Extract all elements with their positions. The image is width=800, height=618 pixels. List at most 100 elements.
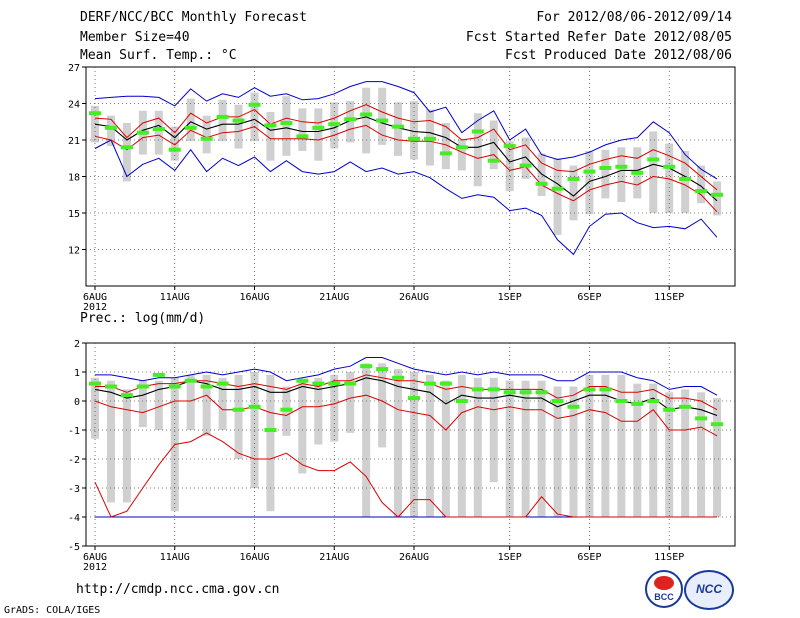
precipitation-box-18 bbox=[378, 363, 387, 448]
precipitation-xtick-label: 26AUG bbox=[399, 552, 429, 563]
precipitation-obs-24 bbox=[471, 387, 484, 392]
precipitation-obs-34 bbox=[631, 401, 644, 406]
temperature-box-22 bbox=[441, 122, 450, 170]
precipitation-box-9 bbox=[234, 374, 243, 459]
precipitation-obs-28 bbox=[535, 390, 548, 395]
temperature-box-39 bbox=[713, 181, 722, 216]
bcc-logo-text: BCC bbox=[654, 592, 674, 602]
temperature-box-29 bbox=[553, 158, 562, 235]
precipitation-xtick-label: 1SEP bbox=[498, 552, 522, 563]
precipitation-box-35 bbox=[649, 383, 658, 517]
temperature-box-20 bbox=[410, 101, 418, 160]
precipitation-ytick-label: 0 bbox=[74, 397, 80, 408]
temperature-obs-31 bbox=[583, 169, 596, 174]
precipitation-box-32 bbox=[601, 374, 610, 517]
temperature-obs-5 bbox=[168, 147, 181, 152]
precipitation-box-30 bbox=[569, 386, 578, 517]
temperature-box-35 bbox=[649, 131, 658, 213]
temperature-box-27 bbox=[521, 137, 530, 179]
precipitation-box-22 bbox=[441, 380, 450, 517]
temperature-xtick-label: 21AUG bbox=[319, 292, 349, 303]
precipitation-obs-17 bbox=[360, 364, 373, 369]
temperature-obs-34 bbox=[631, 170, 644, 175]
precipitation-box-29 bbox=[553, 386, 562, 517]
temperature-box-12 bbox=[282, 96, 291, 156]
precipitation-xtick-label: 21AUG bbox=[319, 552, 349, 563]
precip-title: Prec.: log(mm/d) bbox=[80, 311, 206, 326]
temperature-obs-32 bbox=[599, 165, 612, 170]
temperature-line-max bbox=[94, 81, 718, 180]
precipitation-obs-26 bbox=[503, 390, 516, 395]
precipitation-ytick-label: 2 bbox=[74, 339, 80, 350]
temperature-obs-36 bbox=[663, 164, 676, 169]
temperature-xtick-label: 11AUG bbox=[160, 292, 190, 303]
ncc-logo-text: NCC bbox=[696, 582, 722, 596]
temperature-ytick-label: 21 bbox=[68, 136, 80, 147]
temperature-obs-3 bbox=[136, 130, 149, 135]
temperature-obs-6 bbox=[184, 125, 197, 130]
temperature-obs-24 bbox=[471, 129, 484, 134]
precipitation-obs-23 bbox=[455, 399, 468, 403]
precipitation-box-34 bbox=[633, 383, 642, 517]
temperature-ytick-label: 27 bbox=[68, 63, 80, 74]
precipitation-obs-9 bbox=[232, 407, 245, 412]
temperature-box-24 bbox=[473, 113, 482, 187]
precipitation-obs-31 bbox=[583, 387, 596, 392]
precipitation-obs-37 bbox=[679, 404, 692, 409]
variable-label: Mean Surf. Temp.: °C bbox=[80, 48, 237, 63]
temperature-xtick-label: 26AUG bbox=[399, 292, 429, 303]
precipitation-obs-30 bbox=[567, 404, 580, 409]
temperature-obs-12 bbox=[280, 120, 293, 125]
precipitation-ytick-label: -5 bbox=[68, 542, 80, 553]
temperature-box-6 bbox=[186, 98, 195, 142]
precipitation-box-0 bbox=[91, 377, 99, 439]
precipitation-obs-8 bbox=[216, 381, 229, 386]
temperature-obs-38 bbox=[695, 189, 708, 194]
precipitation-obs-22 bbox=[439, 381, 452, 386]
temperature-obs-29 bbox=[551, 186, 564, 191]
precipitation-box-20 bbox=[410, 372, 418, 517]
temperature-xtick-label: 6SEP bbox=[577, 292, 601, 303]
precipitation-box-26 bbox=[505, 380, 514, 517]
precipitation-box-14 bbox=[314, 377, 323, 445]
temperature-obs-9 bbox=[232, 118, 245, 123]
temperature-box-8 bbox=[218, 99, 227, 142]
precipitation-obs-39 bbox=[711, 422, 724, 427]
temperature-line-min bbox=[94, 139, 718, 256]
temperature-obs-11 bbox=[264, 123, 277, 128]
precipitation-box-11 bbox=[266, 374, 275, 512]
precipitation-obs-27 bbox=[519, 390, 532, 395]
precipitation-line-min bbox=[94, 432, 717, 518]
bcc-logo: BCC bbox=[645, 570, 683, 608]
temperature-obs-7 bbox=[200, 136, 213, 141]
precipitation-ytick-label: 1 bbox=[74, 368, 80, 379]
temperature-obs-18 bbox=[376, 118, 389, 123]
precipitation-year-label: 2012 bbox=[83, 562, 107, 573]
precipitation-obs-4 bbox=[152, 372, 165, 377]
precipitation-obs-25 bbox=[487, 387, 500, 392]
temperature-line-mean bbox=[94, 116, 718, 202]
precipitation-obs-29 bbox=[551, 399, 564, 403]
precipitation-obs-36 bbox=[663, 407, 676, 412]
precipitation-xtick-label: 6SEP bbox=[577, 552, 601, 563]
temperature-box-38 bbox=[697, 165, 706, 204]
member-size: Member Size=40 bbox=[80, 30, 190, 45]
precipitation-obs-19 bbox=[392, 375, 405, 380]
temperature-xtick-label: 11SEP bbox=[654, 292, 684, 303]
temperature-box-31 bbox=[585, 150, 594, 215]
precipitation-obs-7 bbox=[200, 384, 213, 389]
temperature-box-4 bbox=[154, 110, 163, 155]
temperature-line-lower bbox=[94, 124, 718, 213]
temperature-box-37 bbox=[681, 150, 690, 213]
precipitation-box-15 bbox=[330, 374, 339, 442]
temperature-box-13 bbox=[298, 108, 307, 151]
precipitation-xtick-label: 11AUG bbox=[160, 552, 190, 563]
temperature-box-1 bbox=[106, 115, 115, 147]
temperature-obs-19 bbox=[392, 124, 405, 129]
temperature-xtick-label: 6AUG bbox=[83, 292, 107, 303]
temperature-ytick-label: 15 bbox=[68, 209, 80, 220]
precipitation-box-1 bbox=[106, 380, 115, 503]
temperature-box-9 bbox=[234, 104, 243, 149]
precipitation-box-6 bbox=[186, 374, 195, 430]
temperature-obs-28 bbox=[535, 181, 548, 186]
